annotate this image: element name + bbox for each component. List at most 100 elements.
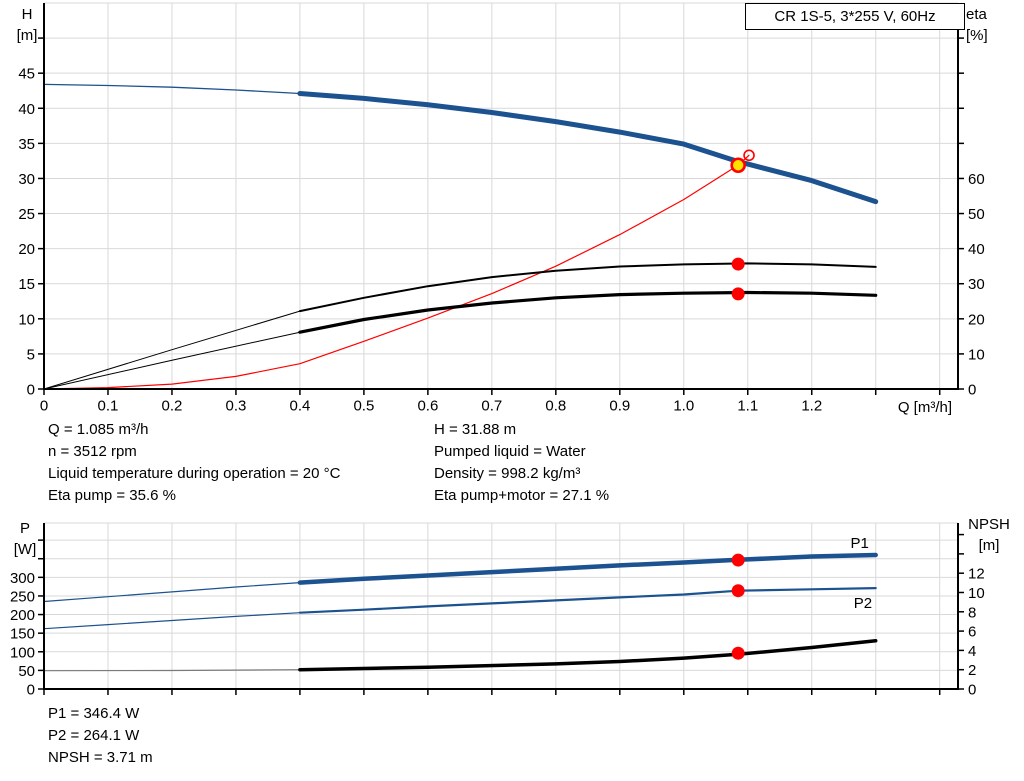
operating-info-right: H = 31.88 m Pumped liquid = Water Densit… bbox=[434, 419, 609, 507]
operating-point-npsh bbox=[731, 646, 745, 660]
flow-axis-label: Q [m³/h] bbox=[897, 399, 952, 416]
qh-yleft-tick: 15 bbox=[18, 276, 35, 293]
power-yleft-tick: 100 bbox=[10, 644, 35, 661]
info-liquid-temperature: Liquid temperature during operation = 20… bbox=[48, 465, 341, 482]
qh-yright-tick: 40 bbox=[968, 241, 985, 258]
info-p1: P1 = 346.4 W bbox=[48, 705, 140, 722]
power-yright-tick: 6 bbox=[968, 624, 976, 641]
chart-title: CR 1S-5, 3*255 V, 60Hz bbox=[774, 8, 936, 25]
npsh-axis-label: NPSH [m] bbox=[958, 514, 1020, 556]
qh-x-tick: 0.8 bbox=[545, 398, 566, 415]
requested-duty-point bbox=[743, 149, 755, 162]
qh-x-tick: 0.9 bbox=[609, 398, 630, 415]
eta-pump-motor-curve bbox=[298, 290, 878, 334]
qh-axes bbox=[43, 3, 959, 390]
power-yleft-tick: 150 bbox=[10, 626, 35, 643]
operating-point-p1 bbox=[731, 553, 745, 567]
qh-yright-tick: 50 bbox=[968, 206, 985, 223]
power-yleft-tick: 300 bbox=[10, 570, 35, 587]
p1-curve-extension bbox=[43, 582, 301, 603]
qh-yleft-tick: 30 bbox=[18, 171, 35, 188]
npsh-axis-label-line2: [m] bbox=[978, 537, 1000, 554]
power-yright-tick: 10 bbox=[968, 585, 985, 602]
qh-yright-tick: 30 bbox=[968, 276, 985, 293]
p2-curve-label: P2 bbox=[854, 595, 872, 612]
qh-yright-tick: 0 bbox=[968, 382, 976, 399]
npsh-axis-label-line1: NPSH bbox=[968, 516, 1010, 533]
qh-yleft-tick: 25 bbox=[18, 206, 35, 223]
eta-axis-label-line1: eta bbox=[966, 6, 987, 23]
qh-yleft-tick: 0 bbox=[27, 382, 35, 399]
info-speed: n = 3512 rpm bbox=[48, 443, 137, 460]
power-yleft-tick: 0 bbox=[27, 682, 35, 699]
info-density: Density = 998.2 kg/m³ bbox=[434, 465, 581, 482]
qh-yright-tick: 60 bbox=[968, 171, 985, 188]
system-curve bbox=[43, 154, 750, 390]
npsh-curve-extension bbox=[43, 669, 301, 672]
qh-x-tick: 0 bbox=[40, 398, 48, 415]
info-p2: P2 = 264.1 W bbox=[48, 727, 140, 744]
eta-axis-label: eta [%] bbox=[966, 4, 1016, 46]
p2-curve-extension bbox=[43, 612, 301, 630]
qh-x-tick: 0.4 bbox=[289, 398, 310, 415]
operating-point-p2 bbox=[731, 584, 745, 598]
power-yright-tick: 8 bbox=[968, 604, 976, 621]
power-yleft-tick: 50 bbox=[18, 663, 35, 680]
qh-x-tick: 0.7 bbox=[481, 398, 502, 415]
eta-pump-curve bbox=[298, 262, 877, 313]
power-yright-tick: 0 bbox=[968, 682, 976, 699]
operating-info-left: Q = 1.085 m³/h n = 3512 rpm Liquid tempe… bbox=[48, 419, 340, 507]
info-pumped-liquid: Pumped liquid = Water bbox=[434, 443, 586, 460]
head-axis-label-line1: H bbox=[21, 6, 33, 23]
eta-pump-motor-extension bbox=[43, 331, 301, 390]
qh-x-tick: 0.2 bbox=[162, 398, 183, 415]
qh-yleft-tick: 40 bbox=[18, 101, 35, 118]
p2-curve bbox=[298, 587, 877, 614]
qh-yleft-tick: 10 bbox=[18, 311, 35, 328]
power-yleft-tick: 250 bbox=[10, 588, 35, 605]
qh-tick-labels: 0 5 10 15 20 25 30 35 40 45 0 10 20 30 40 50 60 0 0.1 0.2 0.… bbox=[18, 66, 984, 415]
chart-title-box: CR 1S-5, 3*255 V, 60Hz bbox=[745, 3, 965, 30]
qh-x-tick: 0.3 bbox=[226, 398, 247, 415]
eta-pump-extension bbox=[43, 310, 301, 390]
qh-yleft-tick: 20 bbox=[18, 241, 35, 258]
power-axes bbox=[43, 523, 959, 690]
npsh-curve bbox=[298, 638, 878, 672]
operating-point-eta-pump bbox=[731, 257, 745, 271]
info-head: H = 31.88 m bbox=[434, 421, 517, 438]
power-yright-tick: 4 bbox=[968, 643, 976, 660]
info-eta-pump: Eta pump = 35.6 % bbox=[48, 487, 176, 504]
qh-yleft-tick: 35 bbox=[18, 136, 35, 153]
info-npsh: NPSH = 3.71 m bbox=[48, 749, 153, 766]
qh-x-tick: 0.1 bbox=[98, 398, 119, 415]
power-axis-label-line2: [W] bbox=[13, 541, 37, 558]
head-axis-label-line2: [m] bbox=[16, 27, 38, 44]
info-flow: Q = 1.085 m³/h bbox=[48, 421, 149, 438]
power-yright-tick: 2 bbox=[968, 662, 976, 679]
qh-ticks bbox=[38, 37, 964, 395]
operating-point-eta-pump-motor bbox=[731, 287, 745, 301]
head-curve bbox=[297, 91, 879, 205]
qh-x-tick: 1.0 bbox=[673, 398, 694, 415]
power-axis-label: P [W] bbox=[4, 518, 46, 560]
qh-x-tick: 1.2 bbox=[801, 398, 822, 415]
qh-yright-tick: 10 bbox=[968, 346, 985, 363]
info-eta-pump-motor: Eta pump+motor = 27.1 % bbox=[434, 487, 610, 504]
eta-axis-label-line2: [%] bbox=[966, 27, 988, 44]
qh-chart: 0 5 10 15 20 25 30 35 40 45 0 10 20 30 40 50 60 0 0.1 0.2 0.… bbox=[18, 2, 985, 415]
head-curve-extension bbox=[43, 83, 301, 95]
power-yright-tick: 12 bbox=[968, 566, 985, 583]
power-ticks bbox=[38, 533, 964, 695]
qh-grid bbox=[44, 2, 958, 389]
power-yleft-tick: 200 bbox=[10, 607, 35, 624]
head-axis-label: H [m] bbox=[6, 4, 48, 46]
p1-curve bbox=[297, 552, 878, 585]
qh-yright-tick: 20 bbox=[968, 311, 985, 328]
duty-point bbox=[730, 157, 746, 174]
qh-x-tick: 1.1 bbox=[737, 398, 758, 415]
qh-x-tick: 0.5 bbox=[353, 398, 374, 415]
